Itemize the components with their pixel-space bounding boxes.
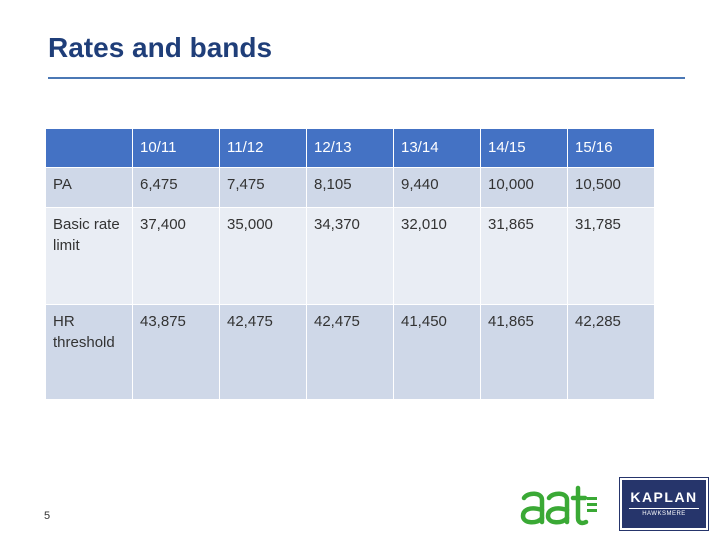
table-cell: 41,865: [481, 305, 567, 399]
table-row: Basic rate limit 37,400 35,000 34,370 32…: [46, 208, 654, 304]
header-cell: 10/11: [133, 129, 219, 167]
table-cell: 34,370: [307, 208, 393, 304]
table-header-row: 10/11 11/12 12/13 13/14 14/15 15/16: [46, 129, 654, 167]
page-number: 5: [44, 510, 51, 522]
page-title: Rates and bands: [48, 32, 273, 63]
row-label: PA: [46, 168, 132, 207]
aat-logo-text: aat: [520, 484, 522, 485]
header-cell: 15/16: [568, 129, 654, 167]
header-cell: 13/14: [394, 129, 480, 167]
table-cell: 42,475: [220, 305, 306, 399]
table-row: HR threshold 43,875 42,475 42,475 41,450…: [46, 305, 654, 399]
table-cell: 10,000: [481, 168, 567, 207]
kaplan-logo-divider: [629, 508, 699, 509]
table-cell: 8,105: [307, 168, 393, 207]
rates-table: 10/11 11/12 12/13 13/14 14/15 15/16 PA 6…: [45, 128, 655, 400]
table-cell: 35,000: [220, 208, 306, 304]
aat-logo: aat: [520, 484, 597, 526]
table-cell: 31,785: [568, 208, 654, 304]
header-cell: 11/12: [220, 129, 306, 167]
table-cell: 32,010: [394, 208, 480, 304]
table-row: PA 6,475 7,475 8,105 9,440 10,000 10,500: [46, 168, 654, 207]
table-cell: 37,400: [133, 208, 219, 304]
header-cell: 14/15: [481, 129, 567, 167]
table-cell: 42,475: [307, 305, 393, 399]
title-divider: [48, 77, 685, 79]
row-label: Basic rate limit: [46, 208, 132, 304]
header-cell: [46, 129, 132, 167]
table-cell: 41,450: [394, 305, 480, 399]
kaplan-logo-subtext: HAWKSMERE: [642, 511, 686, 517]
row-label: HR threshold: [46, 305, 132, 399]
kaplan-logo-text: KAPLAN: [630, 489, 698, 505]
table-cell: 7,475: [220, 168, 306, 207]
table-cell: 9,440: [394, 168, 480, 207]
table-cell: 10,500: [568, 168, 654, 207]
table-cell: 6,475: [133, 168, 219, 207]
kaplan-hawksmere-logo: KAPLAN HAWKSMERE: [619, 477, 709, 531]
table-cell: 43,875: [133, 305, 219, 399]
table-cell: 31,865: [481, 208, 567, 304]
header-cell: 12/13: [307, 129, 393, 167]
table-cell: 42,285: [568, 305, 654, 399]
